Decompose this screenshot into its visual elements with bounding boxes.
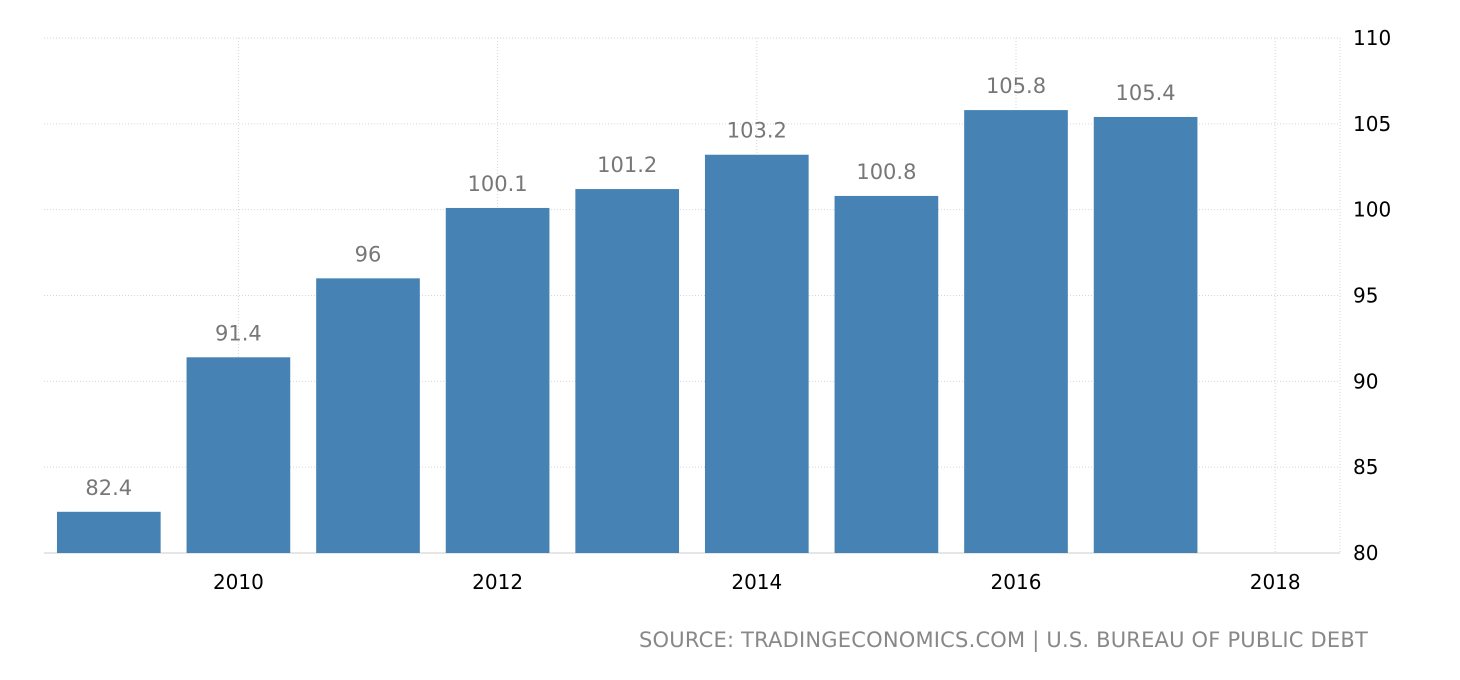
bar (1093, 116, 1198, 553)
data-label: 100.1 (468, 172, 528, 196)
x-tick-label: 2012 (472, 570, 523, 594)
data-label: 105.4 (1116, 81, 1176, 105)
x-tick-label: 2018 (1250, 570, 1301, 594)
source-caption: SOURCE: TRADINGECONOMICS.COM | U.S. BURE… (639, 628, 1368, 652)
bar (834, 195, 939, 553)
data-label: 100.8 (856, 160, 916, 184)
bar (445, 207, 550, 553)
bar (186, 357, 291, 553)
data-label: 96 (355, 242, 382, 266)
x-tick-label: 2010 (213, 570, 264, 594)
y-tick-label: 90 (1353, 369, 1378, 393)
bar (56, 511, 161, 553)
y-axis-ticks: 80 85 90 95 100 105 110 (1353, 26, 1391, 565)
data-label: 103.2 (727, 119, 787, 143)
y-tick-label: 110 (1353, 26, 1391, 50)
data-label: 91.4 (215, 321, 262, 345)
bars (56, 110, 1198, 554)
x-tick-label: 2016 (991, 570, 1042, 594)
data-label: 82.4 (85, 476, 132, 500)
data-label: 101.2 (597, 153, 657, 177)
y-tick-label: 85 (1353, 455, 1378, 479)
y-tick-label: 95 (1353, 284, 1378, 308)
y-tick-label: 105 (1353, 112, 1391, 136)
data-label: 105.8 (986, 74, 1046, 98)
bar (704, 154, 809, 553)
bar (316, 278, 420, 553)
bar (575, 189, 680, 554)
bar (964, 110, 1068, 553)
y-tick-label: 100 (1353, 198, 1391, 222)
y-tick-label: 80 (1353, 541, 1378, 565)
x-axis-ticks: 2010 2012 2014 2016 2018 (213, 570, 1301, 594)
data-labels: 82.4 91.4 96 100.1 101.2 103.2 100.8 105.8 105.4 (85, 74, 1175, 500)
x-tick-label: 2014 (731, 570, 782, 594)
